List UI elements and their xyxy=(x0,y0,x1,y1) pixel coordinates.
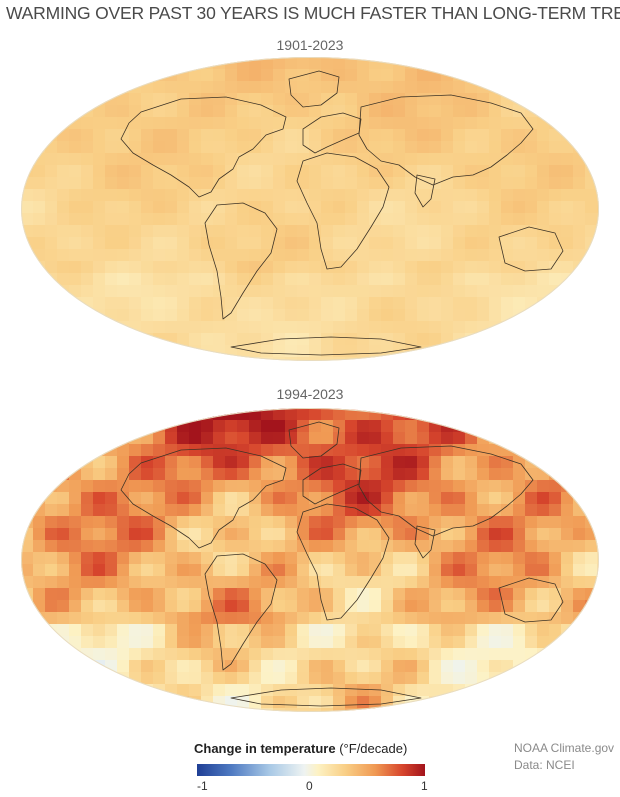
legend-title: Change in temperature (°F/decade) xyxy=(194,741,408,756)
page-title: WARMING OVER PAST 30 YEARS IS MUCH FASTE… xyxy=(6,3,620,23)
legend-tick-mid: 0 xyxy=(306,779,313,793)
map-period-label-1994-2023: 1994-2023 xyxy=(276,386,344,402)
legend-tick-max: 1 xyxy=(421,779,428,793)
map-period-label-1901-2023: 1901-2023 xyxy=(276,37,344,53)
legend-tick-min: -1 xyxy=(197,779,208,793)
temperature-trend-map-1901-2023 xyxy=(21,57,599,361)
temperature-trend-map-1994-2023 xyxy=(21,408,599,712)
credit-data: Data: NCEI xyxy=(514,758,575,772)
credit-source: NOAA Climate.gov xyxy=(514,741,615,755)
legend-color-scale xyxy=(197,764,425,776)
